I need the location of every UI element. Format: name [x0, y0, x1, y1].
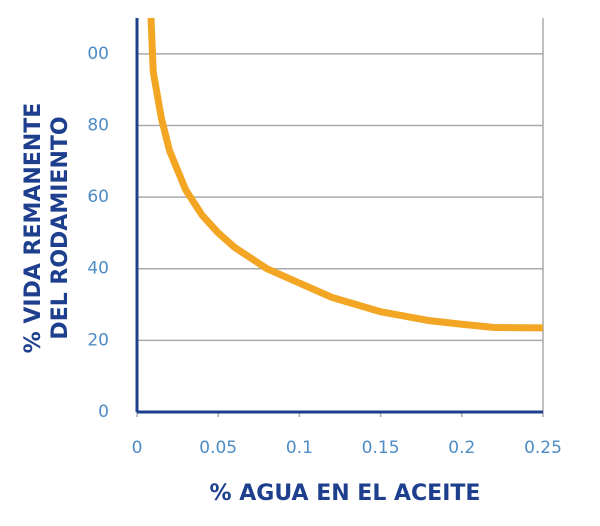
x-tick-label: 0.05	[199, 438, 237, 458]
y-axis-title: DEL RODAMIENTO	[48, 116, 73, 339]
y-tick-label: 20	[87, 330, 109, 350]
x-tick-label: 0.25	[524, 438, 562, 458]
x-tick-label: 0.2	[448, 438, 475, 458]
y-tick-label: 40	[87, 259, 109, 279]
x-tick-label: 0	[132, 438, 143, 458]
y-axis-title: % VIDA REMANENTE	[21, 103, 46, 354]
line-series	[147, 17, 544, 332]
y-tick-label: 60	[87, 187, 109, 207]
x-axis-title: % AGUA EN EL ACEITE	[210, 481, 481, 506]
y-tick-label: 80	[87, 115, 109, 135]
y-tick-label: 0	[98, 402, 109, 422]
x-tick-label: 0.15	[362, 438, 400, 458]
y-tick-label: 00	[87, 44, 109, 64]
x-tick-label: 0.1	[286, 438, 313, 458]
